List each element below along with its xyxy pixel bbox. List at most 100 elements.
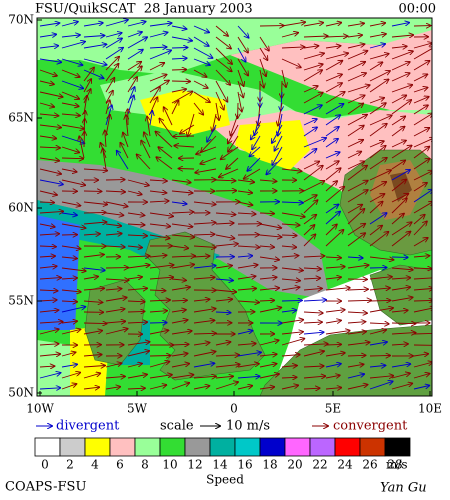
wind-arrow (325, 23, 341, 27)
wind-arrow (127, 224, 145, 225)
wind-arrow (244, 168, 261, 179)
wind-arrow (325, 344, 341, 345)
wind-arrow (226, 157, 239, 169)
wind-arrow (347, 73, 366, 82)
wind-arrow (347, 322, 365, 323)
wind-arrow (149, 385, 166, 390)
wind-arrow (105, 224, 121, 226)
wind-arrow (120, 143, 129, 159)
wind-arrow (105, 100, 110, 115)
wind-arrow (39, 373, 61, 379)
wind-arrow (83, 202, 107, 205)
colorbar-swatch (284, 437, 311, 457)
wind-arrow (61, 290, 81, 292)
colorbar-swatch (309, 437, 336, 457)
wind-arrow (369, 277, 392, 279)
wind-arrow (237, 191, 252, 193)
lat-labels: 70N 65N 60N 55N 50N (8, 13, 42, 400)
wind-arrow (347, 115, 367, 126)
lon-label: 10E (418, 402, 442, 416)
wind-arrow (61, 307, 85, 313)
wind-arrow (127, 301, 145, 302)
wind-arrow (413, 386, 429, 390)
wind-arrow (369, 381, 393, 390)
wind-arrow (413, 171, 432, 181)
colorbar-swatch (59, 437, 86, 457)
wind-arrow (281, 256, 298, 257)
wind-arrow (259, 47, 268, 60)
wind-arrow (83, 212, 106, 213)
wind-arrow (347, 385, 368, 390)
colorbar-swatch (334, 437, 361, 457)
wind-arrow (171, 191, 193, 193)
wind-arrow (413, 278, 432, 279)
colorbar-swatch (109, 437, 136, 457)
wind-arrow (61, 158, 83, 159)
wind-arrow (251, 124, 261, 139)
wind-arrow (215, 342, 230, 345)
wind-arrow (303, 366, 324, 367)
wind-arrow (215, 213, 235, 215)
wind-arrow (39, 91, 63, 97)
wind-arrow (369, 141, 384, 148)
wind-arrow (303, 86, 318, 93)
wind-arrow (259, 387, 274, 389)
wind-arrow (391, 62, 410, 71)
wind-arrow (127, 265, 150, 269)
wind-arrow (369, 308, 393, 313)
wind-arrow (171, 89, 186, 92)
wind-arrow (171, 354, 188, 357)
wind-arrow (127, 235, 147, 236)
wind-arrow (127, 322, 147, 323)
wind-arrow (347, 152, 361, 159)
wind-arrow (147, 117, 151, 137)
map (37, 18, 432, 396)
wind-arrow (303, 200, 318, 214)
wind-arrow (237, 80, 243, 97)
wind-arrow (193, 69, 207, 77)
wind-arrow (149, 234, 170, 238)
wind-arrow (259, 300, 274, 301)
wind-arrow (325, 331, 350, 335)
wind-arrow (215, 80, 227, 102)
colorbar-tick-label: 12 (187, 458, 202, 472)
wind-arrow (278, 102, 283, 126)
wind-arrow (259, 36, 269, 51)
wind-arrow (105, 298, 127, 302)
wind-arrow (259, 235, 282, 237)
wind-arrow (413, 97, 429, 104)
wind-arrow (325, 277, 341, 279)
wind-arrow (215, 364, 240, 367)
wind-arrow (39, 168, 61, 174)
wind-arrow (127, 179, 149, 185)
wind-arrow (413, 190, 432, 203)
wind-arrow (369, 124, 387, 137)
wind-arrow (174, 146, 195, 147)
wind-arrow (83, 288, 104, 290)
wind-arrow (149, 311, 167, 312)
wind-arrow (149, 255, 167, 257)
wind-arrow (149, 47, 167, 48)
wind-arrow (195, 168, 217, 173)
wind-arrow (61, 124, 84, 129)
wind-arrow (39, 224, 55, 227)
wind-arrow (281, 246, 296, 247)
wind-arrow (369, 376, 393, 378)
wind-arrow (325, 139, 338, 148)
wind-arrow (303, 300, 326, 301)
wind-arrow (171, 279, 186, 280)
wind-arrow (281, 377, 297, 378)
wind-arrow (413, 354, 428, 356)
wind-arrow (83, 387, 99, 389)
wind-arrow (369, 103, 386, 115)
wind-arrow (127, 77, 137, 93)
wind-arrow (193, 299, 210, 301)
wind-arrow (391, 344, 408, 345)
wind-arrow (413, 43, 432, 49)
wind-arrow (61, 223, 86, 228)
wind-arrow (105, 289, 122, 290)
lat-label: 60N (8, 201, 34, 215)
wind-arrow (39, 190, 57, 195)
wind-arrow (149, 32, 168, 38)
wind-arrow (221, 146, 239, 159)
